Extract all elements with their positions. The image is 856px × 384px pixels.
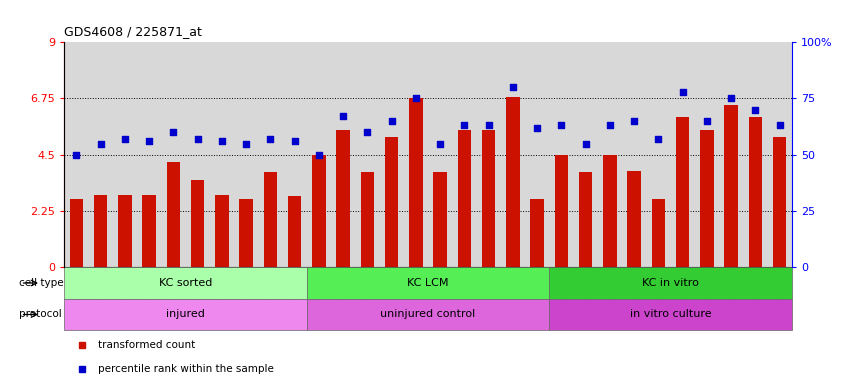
Bar (167, 162, 180, 267)
Bar (579, 172, 592, 267)
Point (215, 138, 229, 144)
Point (651, 136, 665, 142)
Bar (700, 130, 714, 267)
Point (142, 138, 156, 144)
Bar (118, 195, 132, 267)
Bar (773, 137, 787, 267)
Bar (506, 97, 520, 267)
Text: transformed count: transformed count (98, 340, 196, 350)
Bar (215, 195, 229, 267)
Point (69, 152, 83, 158)
Bar (433, 172, 447, 267)
Text: GDS4608 / 225871_at: GDS4608 / 225871_at (64, 25, 202, 38)
Point (773, 122, 787, 129)
Point (482, 122, 496, 129)
Point (360, 129, 374, 135)
Point (675, 89, 689, 95)
Text: in vitro culture: in vitro culture (630, 310, 711, 319)
Text: percentile rank within the sample: percentile rank within the sample (98, 364, 274, 374)
Point (579, 141, 592, 147)
Point (409, 95, 423, 101)
Bar (191, 180, 205, 267)
Text: KC LCM: KC LCM (407, 278, 449, 288)
Bar (409, 98, 423, 267)
Bar (603, 155, 616, 267)
Point (506, 84, 520, 90)
Bar (94, 195, 107, 267)
Point (239, 141, 253, 147)
Bar (288, 196, 301, 267)
Point (627, 118, 641, 124)
Point (555, 122, 568, 129)
Text: uninjured control: uninjured control (380, 310, 476, 319)
Bar (264, 172, 277, 267)
Text: injured: injured (166, 310, 205, 319)
Text: KC in vitro: KC in vitro (642, 278, 699, 288)
Bar (64, 267, 306, 299)
Bar (69, 199, 83, 267)
Point (457, 122, 471, 129)
Bar (458, 130, 471, 267)
Point (530, 125, 544, 131)
Bar (336, 130, 350, 267)
Point (384, 118, 398, 124)
Point (166, 129, 180, 135)
Text: protocol: protocol (19, 310, 62, 319)
Point (264, 136, 277, 142)
Bar (482, 130, 496, 267)
Bar (627, 171, 641, 267)
Point (748, 107, 762, 113)
Bar (651, 199, 665, 267)
Point (724, 95, 738, 101)
Point (288, 138, 301, 144)
Bar (749, 117, 762, 267)
Bar (360, 172, 374, 267)
Bar (550, 267, 792, 299)
Bar (555, 155, 568, 267)
Bar (724, 105, 738, 267)
Bar (306, 299, 550, 330)
Point (312, 152, 325, 158)
Point (118, 136, 132, 142)
Point (191, 136, 205, 142)
Bar (306, 267, 550, 299)
Bar (550, 299, 792, 330)
Text: cell type: cell type (19, 278, 63, 288)
Point (336, 113, 350, 119)
Bar (64, 299, 306, 330)
Bar (676, 117, 689, 267)
Bar (240, 199, 253, 267)
Bar (531, 199, 544, 267)
Bar (312, 155, 325, 267)
Bar (385, 137, 398, 267)
Point (433, 141, 447, 147)
Point (603, 122, 616, 129)
Text: KC sorted: KC sorted (158, 278, 212, 288)
Point (700, 118, 714, 124)
Bar (142, 195, 156, 267)
Point (93, 141, 108, 147)
